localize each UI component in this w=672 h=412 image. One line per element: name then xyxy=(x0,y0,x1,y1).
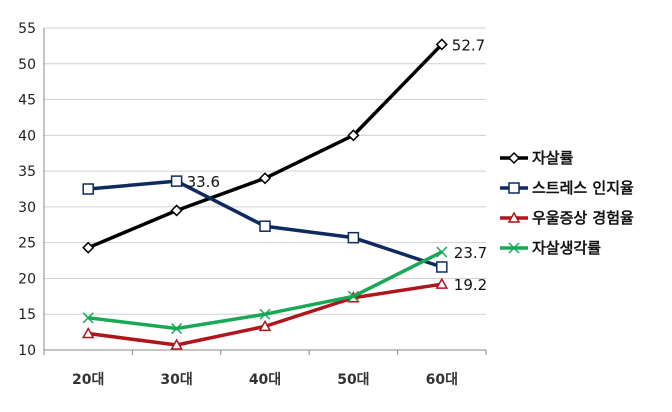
y-tick-label: 50 xyxy=(18,57,36,73)
data-label: 19.2 xyxy=(454,276,487,294)
x-tick-label: 30대 xyxy=(160,372,192,388)
y-tick-label: 55 xyxy=(18,21,36,37)
data-point-marker xyxy=(347,231,360,244)
marker-stroke xyxy=(508,242,520,254)
y-tick-label: 10 xyxy=(18,343,36,359)
data-label: 23.7 xyxy=(454,244,487,262)
legend-label: 스트레스 인지율 xyxy=(532,179,634,197)
data-point-marker xyxy=(81,326,95,339)
data-point-marker xyxy=(82,241,95,254)
data-point-marker xyxy=(170,338,183,350)
marker-stroke xyxy=(82,312,94,324)
data-point-marker xyxy=(171,323,183,335)
gridlines xyxy=(44,27,486,315)
data-point-marker xyxy=(347,290,359,302)
y-tick-label: 40 xyxy=(18,128,36,144)
legend-label: 우울증상 경험율 xyxy=(532,209,634,227)
data-point-marker xyxy=(435,38,448,51)
series-line xyxy=(87,43,444,250)
marker-stroke xyxy=(347,290,359,302)
x-tick-label: 20대 xyxy=(72,372,104,388)
y-tick-label: 30 xyxy=(18,200,36,216)
data-point-marker xyxy=(435,277,449,289)
legend-item: 스트레스 인지율 xyxy=(500,179,634,197)
data-point-marker xyxy=(258,319,272,332)
legend-item: 자살생각률 xyxy=(500,239,601,257)
series-lines xyxy=(81,38,449,350)
legend-label: 자살생각률 xyxy=(532,239,601,257)
y-axis-ticks: 10 15 20 25 30 35 40 45 50 55 xyxy=(18,21,36,359)
legend-swatch-marker xyxy=(507,211,521,223)
data-label: 52.7 xyxy=(452,36,485,54)
legend-swatch-marker xyxy=(508,242,520,254)
series-line xyxy=(87,250,443,331)
data-label: 33.6 xyxy=(187,173,220,191)
y-tick-label: 25 xyxy=(18,236,36,252)
marker-stroke xyxy=(436,246,448,258)
y-tick-label: 35 xyxy=(18,164,36,180)
data-point-marker xyxy=(436,246,448,258)
data-point-marker xyxy=(258,172,272,185)
legend-swatch-marker xyxy=(508,182,520,194)
data-point-marker xyxy=(259,220,271,232)
data-point-marker xyxy=(170,204,183,217)
marker-stroke xyxy=(259,308,271,320)
marker-stroke xyxy=(171,323,183,335)
data-point-marker xyxy=(82,312,94,324)
legend-swatch-marker xyxy=(507,151,521,165)
x-axis-ticks: 20대 30대 40대 50대 60대 xyxy=(72,372,458,388)
data-point-marker xyxy=(436,261,448,273)
y-tick-label: 20 xyxy=(18,271,36,287)
legend-item: 우울증상 경험율 xyxy=(500,209,634,227)
legend-item: 자살률 xyxy=(500,149,574,167)
data-labels: 52.7 33.6 19.2 23.7 xyxy=(187,36,488,294)
data-point-marker xyxy=(347,129,360,142)
x-tick-label: 40대 xyxy=(249,372,281,388)
data-point-marker xyxy=(82,183,94,195)
legend-label: 자살률 xyxy=(532,149,574,167)
axes xyxy=(43,28,487,355)
x-tick-label: 60대 xyxy=(426,372,458,388)
x-tick-label: 50대 xyxy=(337,372,369,388)
data-point-marker xyxy=(259,308,271,320)
data-point-marker xyxy=(170,175,183,187)
y-tick-label: 15 xyxy=(18,307,36,323)
y-tick-label: 45 xyxy=(18,93,36,109)
